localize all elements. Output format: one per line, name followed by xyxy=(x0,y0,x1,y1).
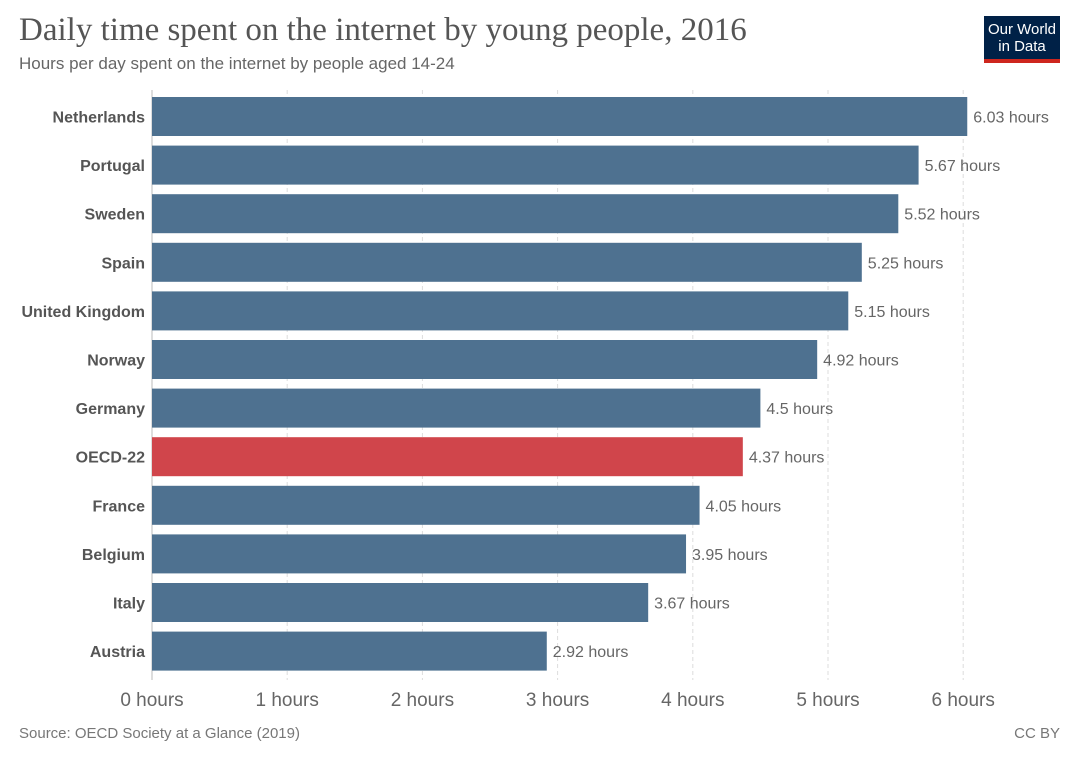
bar xyxy=(152,437,743,477)
x-tick-label: 5 hours xyxy=(796,690,859,711)
x-tick-label: 4 hours xyxy=(661,690,724,711)
x-tick-label: 2 hours xyxy=(391,690,454,711)
category-label: Sweden xyxy=(85,207,145,224)
category-label: Portugal xyxy=(80,158,145,175)
x-tick-label: 6 hours xyxy=(932,690,995,711)
category-label: OECD-22 xyxy=(76,450,145,467)
bar xyxy=(152,340,818,379)
category-label: Spain xyxy=(101,255,145,272)
logo-line-1: Our World xyxy=(987,21,1057,38)
source-note: Source: OECD Society at a Glance (2019) xyxy=(19,725,300,742)
value-label: 4.5 hours xyxy=(766,401,833,418)
chart-title: Daily time spent on the internet by youn… xyxy=(19,12,747,48)
value-label: 5.15 hours xyxy=(854,304,930,321)
category-label: Austria xyxy=(90,644,145,661)
bar xyxy=(152,97,968,136)
category-label: Germany xyxy=(76,401,145,418)
category-label: Belgium xyxy=(82,547,145,564)
value-label: 5.25 hours xyxy=(868,255,944,272)
value-label: 3.67 hours xyxy=(654,596,730,613)
value-label: 4.92 hours xyxy=(823,353,899,370)
category-label: Norway xyxy=(87,353,145,370)
bar xyxy=(152,583,649,622)
x-tick-label: 0 hours xyxy=(120,690,183,711)
category-label: Italy xyxy=(113,596,145,613)
value-label: 4.37 hours xyxy=(749,450,825,467)
x-tick-label: 3 hours xyxy=(526,690,589,711)
category-label: United Kingdom xyxy=(21,304,145,321)
our-world-in-data-logo[interactable]: Our World in Data xyxy=(984,16,1060,63)
category-label: France xyxy=(93,498,146,515)
bar xyxy=(152,388,761,428)
value-label: 2.92 hours xyxy=(553,644,629,661)
bar xyxy=(152,291,849,331)
value-label: 3.95 hours xyxy=(692,547,768,564)
value-label: 4.05 hours xyxy=(706,498,782,515)
value-label: 5.67 hours xyxy=(925,158,1001,175)
chart-subtitle: Hours per day spent on the internet by p… xyxy=(19,54,455,73)
x-tick-label: 1 hours xyxy=(256,690,319,711)
bar xyxy=(152,485,700,525)
bar xyxy=(152,534,687,574)
value-label: 6.03 hours xyxy=(973,110,1049,127)
logo-line-2: in Data xyxy=(998,38,1046,55)
bar xyxy=(152,145,919,185)
value-label: 5.52 hours xyxy=(904,207,980,224)
license-link[interactable]: CC BY xyxy=(1014,725,1060,742)
category-label: Netherlands xyxy=(53,110,146,127)
bar xyxy=(152,631,547,671)
bar xyxy=(152,194,899,234)
bar xyxy=(152,242,862,282)
